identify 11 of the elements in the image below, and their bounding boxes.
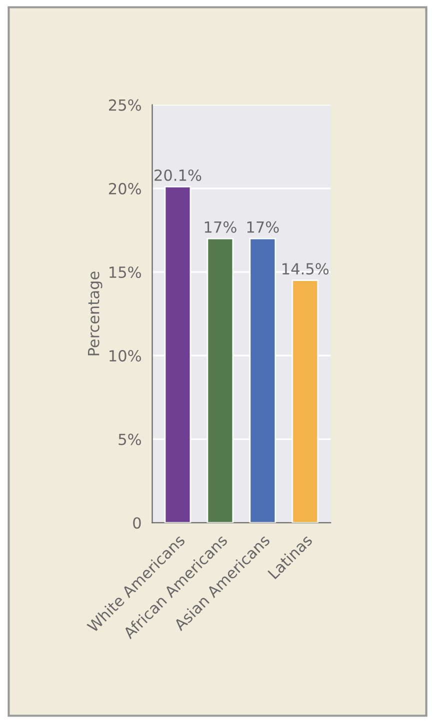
data-label: 14.5% [282,263,329,275]
y-tick-label: 10% [110,350,141,362]
y-tick-label: 5% [118,434,141,446]
y-tick-label: 25% [108,99,141,111]
data-label: 17% [247,221,279,233]
y-tick-label: 15% [110,266,141,278]
data-label: 20.1% [154,169,202,182]
y-tick-label: 0 [133,517,141,529]
y-tick-label: 20% [108,182,141,194]
y-axis-title: Percentage [88,272,102,356]
data-label: 17% [204,221,236,233]
